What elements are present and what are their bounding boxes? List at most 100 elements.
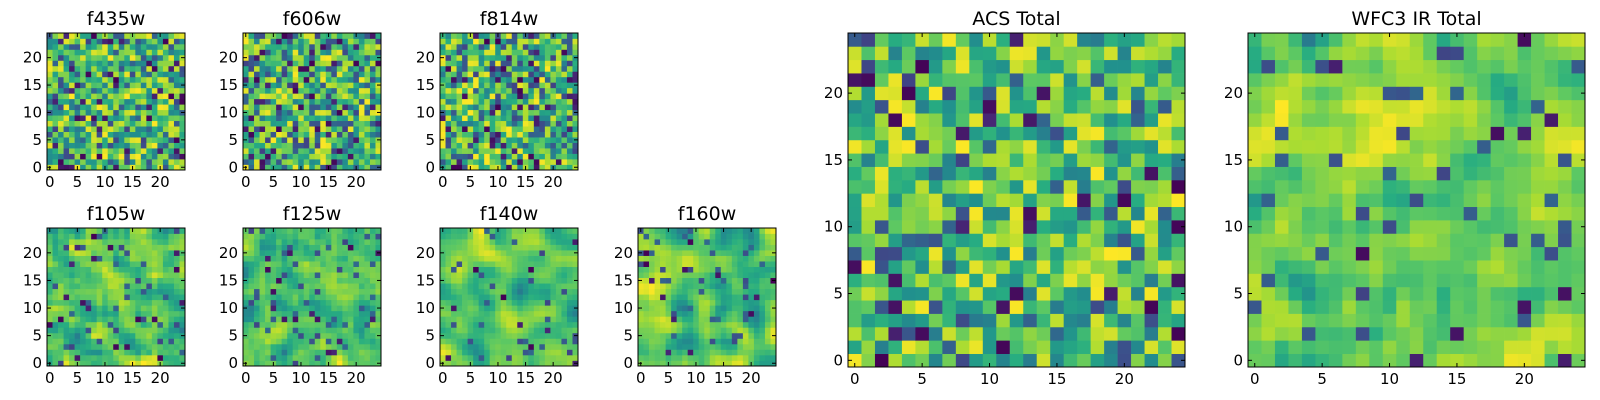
- heatmap-cell: [113, 71, 120, 78]
- heatmap-cell: [506, 255, 513, 262]
- heatmap-cell: [107, 43, 114, 50]
- heatmap-cell: [342, 164, 349, 171]
- heatmap-cell: [715, 266, 722, 273]
- heatmap-cell: [151, 250, 158, 256]
- heatmap-cell: [1117, 300, 1132, 314]
- heatmap-cell: [358, 261, 365, 267]
- heatmap-cell: [292, 239, 299, 245]
- heatmap-cell: [671, 327, 677, 334]
- heatmap-cell: [451, 71, 457, 78]
- heatmap-cell: [555, 109, 562, 116]
- heatmap-cell: [528, 126, 535, 132]
- heatmap-cell: [157, 233, 164, 240]
- heatmap-cell: [969, 326, 984, 341]
- heatmap-cell: [113, 266, 120, 273]
- heatmap-cell: [511, 338, 518, 345]
- heatmap-cell: [533, 164, 540, 171]
- heatmap-cell: [298, 255, 305, 262]
- heatmap-cell: [243, 294, 249, 301]
- heatmap-cell: [270, 153, 277, 160]
- heatmap-cell: [265, 87, 271, 94]
- heatmap-cell: [151, 294, 158, 301]
- heatmap-cell: [467, 148, 474, 154]
- heatmap-cell: [742, 338, 749, 345]
- heatmap-cell: [102, 87, 109, 94]
- heatmap-cell: [737, 294, 744, 301]
- heatmap-cell: [140, 43, 147, 50]
- heatmap-cell: [58, 360, 64, 367]
- heatmap-cell: [506, 33, 513, 39]
- heatmap-cell: [969, 179, 984, 194]
- heatmap-cell: [118, 148, 125, 154]
- heatmap-cell: [561, 33, 568, 39]
- heatmap-cell: [342, 131, 349, 138]
- heatmap-cell: [572, 343, 579, 350]
- heatmap-cell: [243, 233, 249, 240]
- heatmap-cell: [162, 109, 169, 116]
- heatmap-cell: [173, 283, 180, 290]
- heatmap-cell: [69, 305, 75, 312]
- heatmap-cell: [638, 239, 644, 245]
- heatmap-cell: [682, 233, 689, 240]
- heatmap-cell: [353, 244, 360, 251]
- heatmap-cell: [445, 321, 452, 328]
- heatmap-cell: [364, 316, 371, 323]
- heatmap-cell: [456, 277, 463, 284]
- heatmap-cell: [693, 294, 700, 301]
- heatmap-cell: [336, 65, 343, 72]
- heatmap-cell: [353, 349, 360, 356]
- heatmap-cell: [467, 272, 474, 279]
- heatmap-cell: [69, 49, 75, 56]
- heatmap-cell: [314, 126, 321, 132]
- heatmap-cell: [113, 148, 120, 154]
- heatmap-cell: [682, 288, 689, 295]
- heatmap-cell: [320, 332, 327, 339]
- heatmap-cell: [709, 305, 716, 312]
- heatmap-cell: [369, 87, 376, 94]
- heatmap-cell: [451, 239, 457, 245]
- heatmap-cell: [517, 131, 524, 138]
- heatmap-cell: [1171, 233, 1186, 248]
- heatmap-cell: [173, 120, 180, 127]
- heatmap-cell: [522, 294, 529, 301]
- heatmap-cell: [676, 338, 683, 345]
- heatmap-cell: [665, 283, 672, 290]
- heatmap-cell: [168, 33, 175, 39]
- heatmap-cell: [287, 277, 294, 284]
- heatmap-cell: [489, 65, 496, 72]
- heatmap-cell: [566, 65, 573, 72]
- heatmap-cell: [342, 137, 349, 143]
- heatmap-cell: [347, 294, 354, 301]
- heatmap-cell: [85, 338, 92, 345]
- heatmap-cell: [276, 277, 282, 284]
- heatmap-cell: [151, 343, 158, 350]
- heatmap-cell: [270, 354, 277, 361]
- heatmap-cell: [173, 244, 180, 251]
- heatmap-cell: [325, 288, 332, 295]
- heatmap-cell: [347, 126, 354, 132]
- heatmap-cell: [63, 228, 70, 234]
- heatmap-cell: [456, 93, 463, 100]
- heatmap-cell: [314, 120, 321, 127]
- heatmap-cell: [489, 354, 496, 361]
- heatmap-cell: [353, 310, 360, 317]
- heatmap-cell: [550, 294, 557, 301]
- heatmap-cell: [649, 305, 655, 312]
- heatmap-cell: [364, 126, 371, 132]
- y-tick-label: 10: [416, 103, 435, 121]
- heatmap-cell: [298, 93, 305, 100]
- heatmap-cell: [129, 148, 136, 154]
- heatmap-cell: [676, 321, 683, 328]
- heatmap-cell: [533, 244, 540, 251]
- heatmap-cell: [511, 250, 518, 256]
- heatmap-cell: [270, 87, 277, 94]
- heatmap-cell: [369, 255, 376, 262]
- heatmap-cell: [495, 71, 502, 78]
- heatmap-cell: [742, 343, 749, 350]
- heatmap-cell: [533, 93, 540, 100]
- heatmap-cell: [748, 332, 755, 339]
- heatmap-cell: [265, 142, 271, 149]
- heatmap-cell: [506, 82, 513, 89]
- heatmap-cell: [47, 98, 53, 105]
- heatmap-cell: [489, 43, 496, 50]
